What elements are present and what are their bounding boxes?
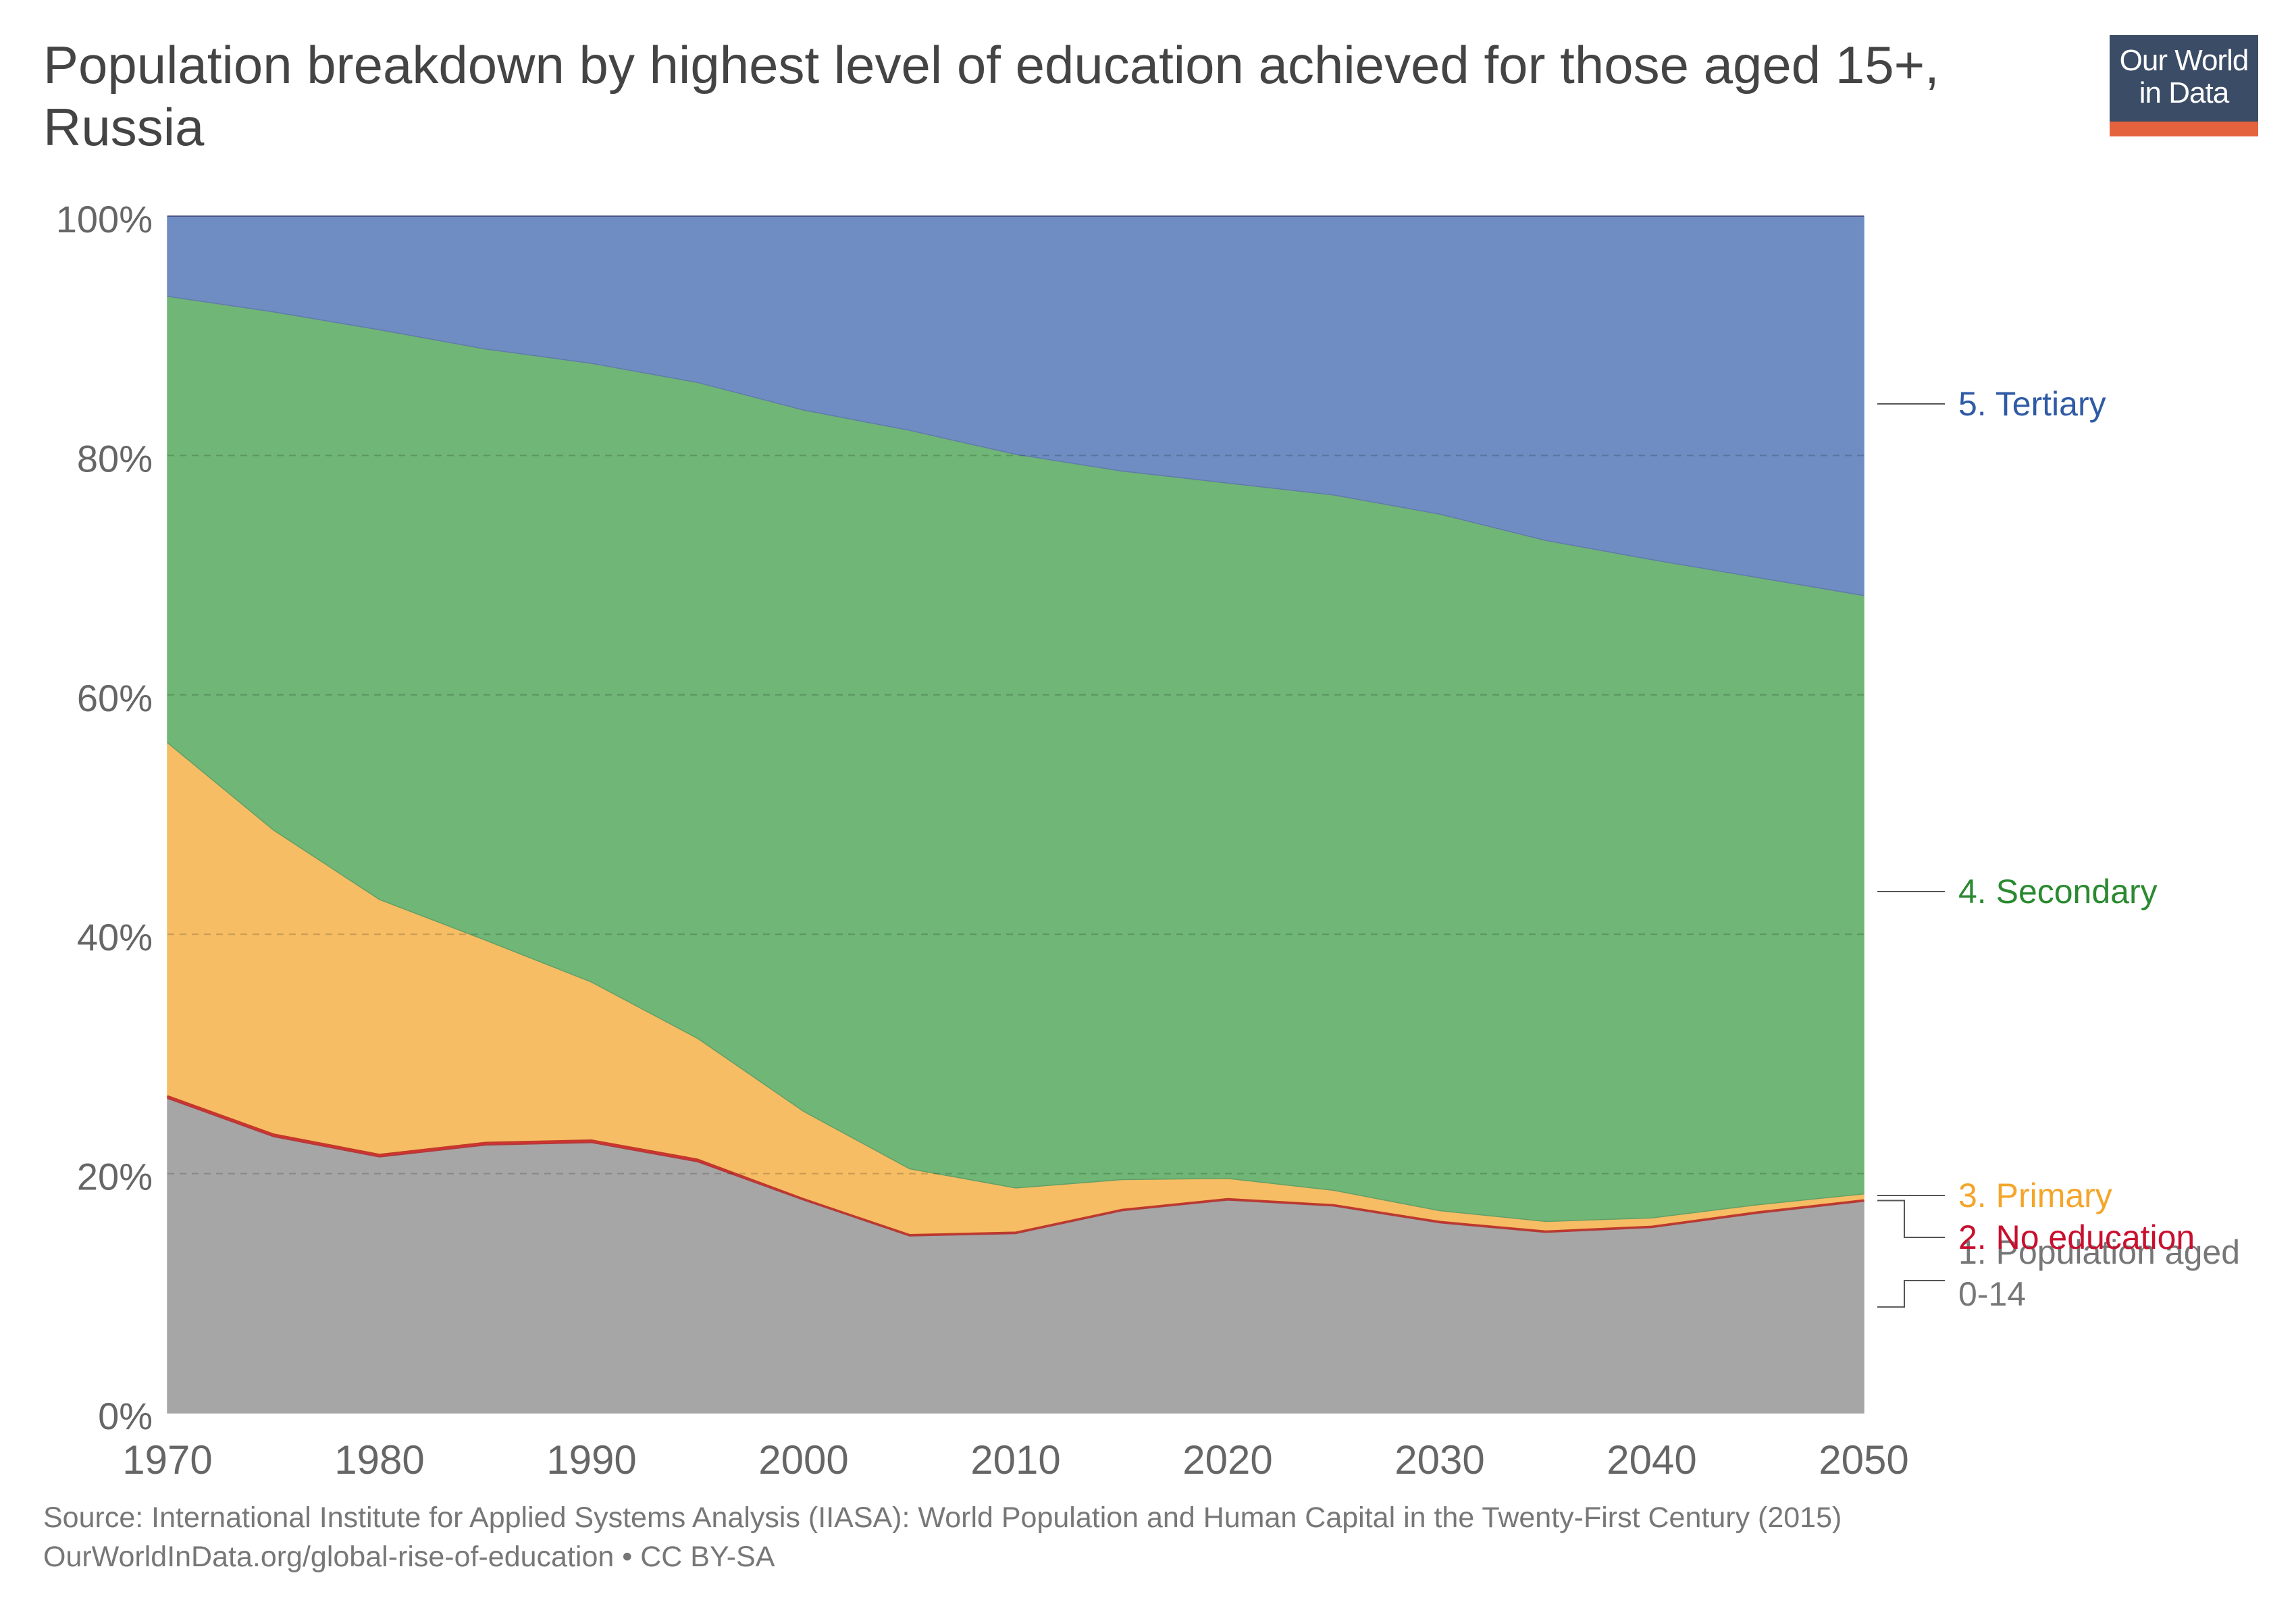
x-tick-label: 1970 (122, 1437, 212, 1483)
x-tick-label: 2050 (1819, 1437, 1908, 1483)
edge-no-education (167, 1095, 1864, 1236)
legend-label-secondary[interactable]: 4. Secondary (1958, 873, 2158, 910)
x-tick-label: 2030 (1394, 1437, 1484, 1483)
gridlines (167, 215, 1864, 1175)
x-tick-label: 2020 (1182, 1437, 1272, 1483)
source-line-2[interactable]: OurWorldInData.org/global-rise-of-educat… (43, 1541, 775, 1573)
legend-connector-no-education (1877, 1200, 1945, 1238)
legend-label-tertiary[interactable]: 5. Tertiary (1958, 385, 2106, 423)
x-tick-label: 1980 (334, 1437, 424, 1483)
legend-label-no-education[interactable]: 2. No education (1958, 1218, 2195, 1256)
y-tick-label: 20% (77, 1156, 153, 1198)
legend-connector-population-aged-0-14 (1877, 1280, 1945, 1308)
edge-population-aged-0-14 (167, 1098, 1864, 1237)
logo-accent-bar (2110, 122, 2258, 136)
y-axis-ticks: 0% 20% 40% 60% 80% 100% (56, 198, 153, 1437)
legend-label-population-aged-0-14[interactable]: 1. Population aged 0-14 (1958, 1233, 2240, 1313)
y-tick-label: 80% (77, 437, 153, 480)
owid-logo[interactable]: Our World in Data (2110, 35, 2258, 136)
logo-box (2110, 35, 2258, 122)
x-axis-ticks: 1970 1980 1990 2000 2010 2020 2030 2040 2050 (122, 1437, 1908, 1483)
source-note: Source: International Institute for Appl… (43, 1498, 1842, 1576)
area-layers (167, 215, 1864, 1414)
x-tick-label: 1990 (546, 1437, 636, 1483)
y-tick-label: 60% (77, 677, 153, 719)
edge-primary (167, 742, 1864, 1223)
chart-title: Population breakdown by highest level of… (43, 35, 1939, 157)
edge-secondary (167, 295, 1864, 596)
y-tick-label: 40% (77, 916, 153, 958)
legend: 1. Population aged 0-142. No education 3. … (1877, 385, 2240, 1313)
y-tick-label: 0% (98, 1395, 153, 1437)
x-tick-label: 2040 (1607, 1437, 1696, 1483)
y-tick-label: 100% (56, 198, 153, 240)
logo-line-1: Our World (2119, 44, 2249, 77)
logo-line-2: in Data (2139, 76, 2229, 109)
legend-label-primary[interactable]: 3. Primary (1958, 1177, 2112, 1214)
x-tick-label: 2000 (758, 1437, 848, 1483)
source-line-1: Source: International Institute for Appl… (43, 1501, 1842, 1534)
x-tick-label: 2010 (970, 1437, 1060, 1483)
